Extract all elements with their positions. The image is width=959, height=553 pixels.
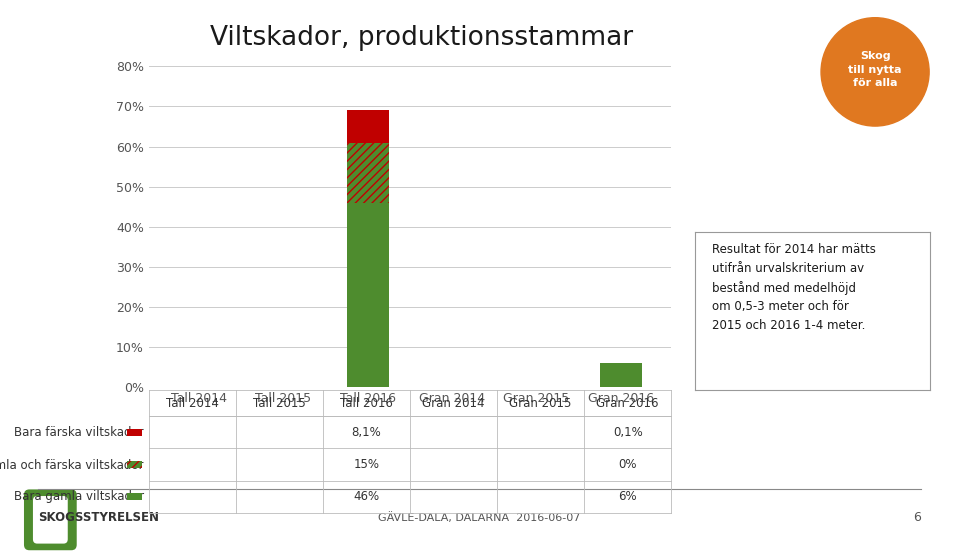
Text: Tall 2015: Tall 2015 [253,397,306,410]
Text: 15%: 15% [354,458,380,471]
Text: GÄVLE-DALA, DALARNA  2016-06-07: GÄVLE-DALA, DALARNA 2016-06-07 [378,512,581,523]
Bar [347,143,389,203]
Text: 46%: 46% [353,490,380,503]
Text: Gran 2015: Gran 2015 [509,397,572,410]
Text: Gran 2016: Gran 2016 [596,397,659,410]
Text: 6%: 6% [619,490,637,503]
Text: Tall 2014: Tall 2014 [166,397,219,410]
Text: Bara gamla viltskador: Bara gamla viltskador [13,490,144,503]
Bar [347,110,389,143]
Text: 0%: 0% [619,458,637,471]
Text: 6: 6 [913,510,921,524]
Text: SKOGSSTYRELSEN: SKOGSSTYRELSEN [38,510,159,524]
Text: Tall 2016: Tall 2016 [340,397,393,410]
Text: Bara färska viltskador: Bara färska viltskador [14,426,144,439]
Text: Viltskador, produktionsstammar: Viltskador, produktionsstammar [210,25,634,51]
Bar [347,203,389,387]
Bar [347,143,389,203]
Text: Både gamla och färska viltskador: Både gamla och färska viltskador [0,457,144,472]
Circle shape [821,18,929,126]
Text: Gran 2014: Gran 2014 [422,397,485,410]
Bar [599,363,642,387]
Text: 8,1%: 8,1% [352,426,382,439]
Text: Resultat för 2014 har mätts
utifrån urvalskriterium av
bestånd med medelhöjd
om : Resultat för 2014 har mätts utifrån urva… [712,243,876,332]
Text: 0,1%: 0,1% [613,426,643,439]
FancyBboxPatch shape [33,496,68,544]
FancyBboxPatch shape [24,489,77,550]
Text: Skog
till nytta
för alla: Skog till nytta för alla [849,51,901,88]
